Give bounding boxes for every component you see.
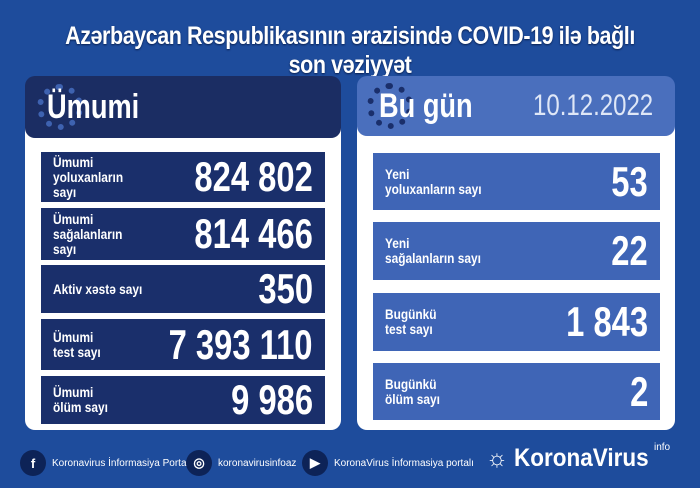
- facebook-icon: f: [20, 450, 46, 476]
- sun-icon: ☼: [486, 444, 508, 472]
- stat-label: Bugünkü test sayı: [385, 306, 437, 337]
- stat-row: Ümumi test sayı 7 393 110: [41, 319, 325, 370]
- stat-label: Ümumi test sayı: [53, 328, 101, 360]
- stat-value: 9 986: [231, 376, 313, 423]
- stat-value: 7 393 110: [169, 320, 313, 368]
- stat-row: Yeni sağalanların sayı 22: [373, 222, 660, 280]
- page-title: Azərbaycan Respublikasının ərazisində CO…: [65, 22, 635, 79]
- stat-row: Yeni yoluxanların sayı 53: [373, 153, 660, 210]
- stat-row: Ümumi yoluxanların sayı 824 802: [41, 152, 325, 202]
- stat-value: 814 466: [194, 210, 313, 257]
- stat-label: Yeni yoluxanların sayı: [385, 165, 482, 197]
- virus-icon: [367, 83, 413, 129]
- total-header: Ümumi: [25, 76, 341, 138]
- stat-value: 2: [629, 367, 648, 415]
- stat-value: 53: [611, 157, 648, 205]
- youtube-label: KoronaVirus İnformasiya portalı: [334, 457, 474, 469]
- instagram-link[interactable]: ◎ koronavirusinfoaz: [186, 450, 296, 476]
- stat-label: Bugünkü ölüm sayı: [385, 375, 440, 407]
- brand-name: KoronaVirus: [514, 444, 649, 472]
- facebook-link[interactable]: f Koronavirus İnformasiya Portalı: [20, 450, 192, 476]
- date: 10.12.2022: [532, 89, 653, 122]
- stat-row: Aktiv xəstə sayı 350: [41, 265, 325, 313]
- stat-value: 824 802: [194, 153, 313, 200]
- facebook-label: Koronavirus İnformasiya Portalı: [52, 457, 192, 469]
- instagram-icon: ◎: [186, 450, 212, 476]
- total-heading: Ümumi: [47, 87, 140, 126]
- today-heading: Bu gün: [379, 86, 473, 125]
- brand-sup: info: [654, 442, 671, 453]
- youtube-icon: ▶: [302, 450, 328, 476]
- stat-row: Ümumi sağalanların sayı 814 466: [41, 208, 325, 260]
- today-header: Bu gün 10.12.2022: [357, 76, 675, 136]
- youtube-link[interactable]: ▶ KoronaVirus İnformasiya portalı: [302, 450, 474, 476]
- stat-label: Ümumi ölüm sayı: [53, 384, 108, 415]
- virus-icon: [37, 84, 83, 130]
- stat-label: Ümumi yoluxanların sayı: [53, 153, 124, 200]
- stat-label: Aktiv xəstə sayı: [53, 280, 143, 297]
- stat-value: 350: [258, 265, 313, 312]
- stat-value: 22: [611, 227, 648, 274]
- stat-value: 1 843: [566, 298, 648, 345]
- stat-row: Bugünkü test sayı 1 843: [373, 293, 660, 351]
- stat-label: Ümumi sağalanların sayı: [53, 210, 123, 257]
- instagram-label: koronavirusinfoaz: [218, 457, 297, 469]
- stat-row: Bugünkü ölüm sayı 2: [373, 363, 660, 420]
- stat-label: Yeni sağalanların sayı: [385, 235, 481, 266]
- stat-row: Ümumi ölüm sayı 9 986: [41, 376, 325, 424]
- brand-logo: ☼ KoronaVirus info: [486, 442, 670, 473]
